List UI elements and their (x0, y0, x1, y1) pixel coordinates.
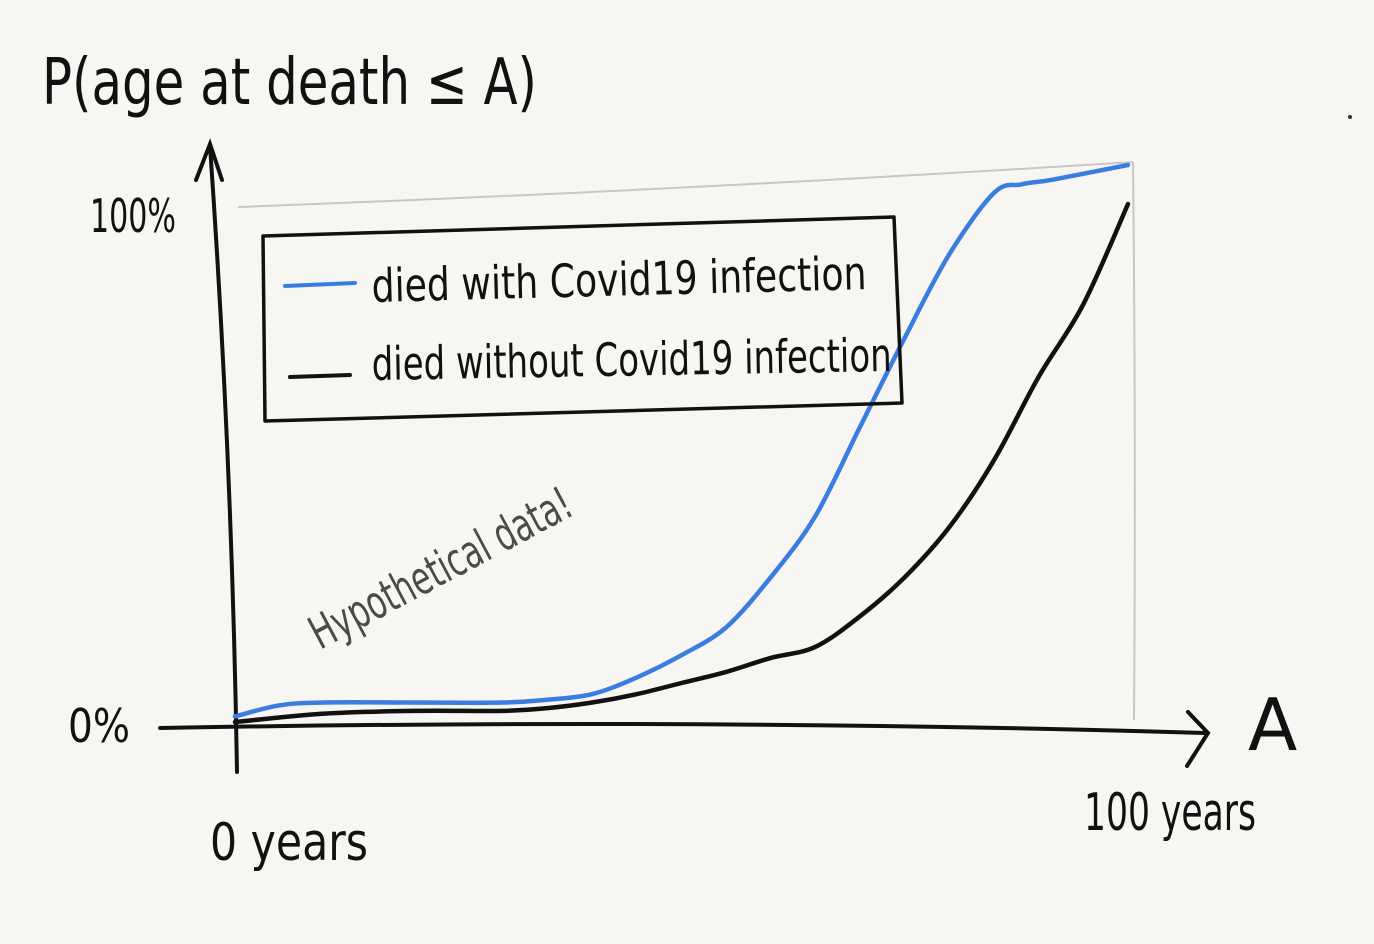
x-axis-label: A (1248, 683, 1297, 767)
legend-label-no-covid: died without Covid19 infection (371, 328, 892, 391)
annotation-hypothetical: Hypothetical data! (300, 476, 581, 660)
series-layer (232, 162, 1131, 725)
x-tick-label-0: 0 years (210, 813, 368, 873)
stray-dot (1348, 115, 1352, 119)
x-tick-label-100: 100 years (1084, 783, 1256, 843)
legend: died with Covid19 infection died without… (261, 215, 904, 423)
y-tick-label-0: 0% (68, 699, 130, 753)
legend-box (261, 215, 904, 423)
legend-label-covid: died with Covid19 infection (371, 246, 867, 313)
y-axis (194, 138, 239, 774)
x-axis (158, 710, 1211, 768)
series-line-covid (232, 162, 1131, 719)
legend-swatch-no-covid (288, 373, 352, 379)
legend-swatch-covid (283, 281, 357, 288)
y-axis-label: P(age at death ≤ A) (42, 46, 537, 120)
y-tick-label-100: 100% (90, 189, 176, 243)
series-line-no-covid (232, 201, 1131, 725)
plot-boundary (237, 161, 1136, 721)
